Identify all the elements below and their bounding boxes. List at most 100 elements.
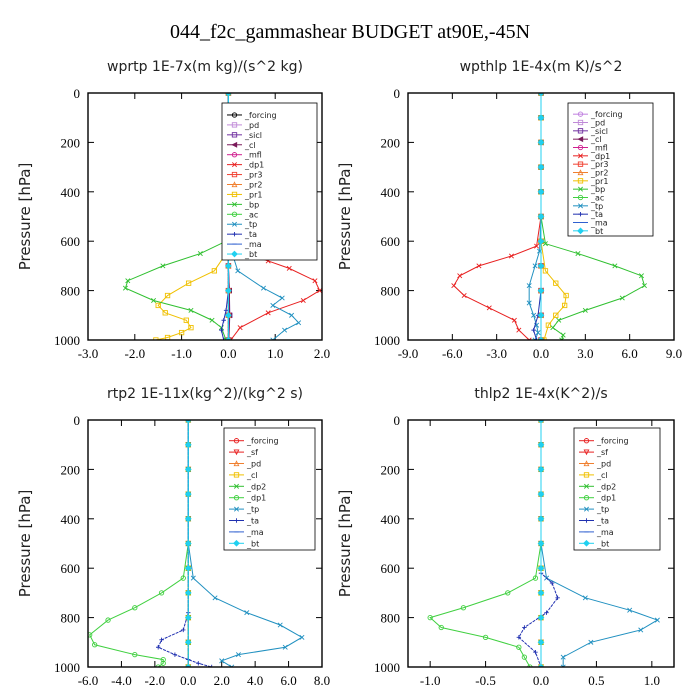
data-point [156, 645, 161, 650]
data-point [289, 312, 295, 318]
data-point [476, 263, 482, 269]
data-point [286, 265, 292, 271]
y-tick-label: 1000 [374, 660, 400, 675]
legend-marker [583, 438, 590, 444]
data-point [244, 610, 250, 616]
legend-label: _ta [590, 210, 603, 219]
x-tick-label: 6.0 [280, 673, 296, 688]
data-point [612, 263, 618, 269]
data-point [184, 638, 192, 646]
legend-label: _bp [590, 185, 605, 194]
data-point [638, 273, 645, 279]
series-line [429, 420, 542, 667]
data-point [505, 590, 511, 596]
y-tick-label: 600 [381, 561, 401, 576]
data-point [277, 622, 283, 628]
data-point [537, 540, 545, 547]
y-tick-label: 200 [381, 462, 401, 477]
data-point [282, 644, 288, 650]
legend-label: _ta [246, 517, 259, 526]
x-tick-label: 0.5 [588, 673, 604, 688]
legend-marker [577, 227, 584, 235]
data-point [125, 278, 131, 284]
x-tick-label: -6.0 [78, 673, 99, 688]
x-tick-label: -6.0 [442, 346, 463, 361]
legend-marker [583, 483, 590, 489]
data-point [122, 285, 128, 291]
legend-label: _pr1 [590, 177, 608, 186]
legend-marker [231, 181, 238, 188]
legend-marker [577, 178, 584, 184]
data-point [508, 253, 514, 259]
data-point [181, 627, 186, 633]
data-point [160, 263, 166, 269]
legend-label: _mfl [244, 151, 262, 160]
data-point [537, 515, 545, 523]
x-tick-label: 9.0 [666, 346, 682, 361]
x-tick-label: -4.0 [111, 673, 132, 688]
y-tick-label: 600 [61, 561, 81, 576]
legend-marker [233, 495, 240, 501]
legend-marker [577, 194, 584, 201]
series-line [453, 93, 542, 340]
data-point [526, 283, 532, 289]
x-tick-label: 4.0 [247, 673, 263, 688]
legend-label: _sicl [244, 131, 262, 140]
data-point [537, 287, 545, 294]
data-point [537, 663, 545, 667]
legend: _forcing_pd_sicl_cl_mfl_dp1_pr3_pr2_pr1_… [567, 102, 654, 237]
chart-panel: wprtp 1E-7x(m kg)/(s^2 kg) Pressure [hPa]… [16, 59, 330, 361]
data-point [638, 627, 644, 633]
data-point [560, 664, 566, 667]
data-point [265, 310, 271, 316]
legend-label: _tp [590, 202, 603, 211]
legend-label: _ma [244, 240, 262, 249]
legend-label: _pd [244, 121, 259, 130]
legend-marker [234, 518, 239, 523]
data-point [296, 320, 302, 326]
y-tick-label: 0 [394, 413, 401, 428]
legend-label: _pr2 [590, 169, 608, 178]
data-point [197, 251, 203, 257]
panel-title: thlp2 1E-4x(K^2)/s [474, 386, 607, 402]
legend-label: _sf [246, 448, 258, 457]
legend-marker [577, 169, 584, 176]
data-point [537, 114, 545, 122]
y-tick-label: 400 [61, 512, 81, 527]
data-point [162, 310, 168, 316]
y-tick-label: 400 [381, 185, 401, 200]
x-tick-label: -1.0 [171, 346, 192, 361]
y-tick-label: 200 [61, 135, 81, 150]
legend-label: _cl [596, 471, 608, 480]
legend-label: _cl [590, 135, 602, 144]
legend-label: _ta [244, 230, 257, 239]
legend-marker [231, 132, 238, 138]
legend-marker [577, 136, 584, 143]
legend-marker [577, 161, 584, 167]
data-point [219, 658, 225, 664]
data-point [160, 660, 166, 666]
data-point [537, 638, 545, 646]
legend-marker [577, 144, 584, 151]
x-tick-label: -9.0 [398, 346, 419, 361]
legend-label: _ma [246, 528, 264, 537]
data-point [526, 300, 532, 306]
legend-label: _dp1 [246, 494, 266, 503]
legend-marker [584, 518, 589, 523]
y-tick-label: 0 [74, 86, 81, 101]
legend-marker [233, 438, 240, 444]
legend-marker [577, 153, 584, 159]
y-tick-label: 400 [61, 185, 81, 200]
y-tick-label: 600 [61, 234, 81, 249]
legend-label: _bt [596, 539, 609, 548]
y-axis-label: Pressure [hPa] [336, 490, 354, 598]
data-point [155, 302, 161, 309]
x-tick-label: -3.0 [78, 346, 99, 361]
data-point [184, 466, 192, 473]
data-point [461, 293, 467, 299]
data-point [105, 617, 111, 623]
data-point [537, 420, 545, 424]
data-point [550, 325, 556, 331]
y-axis-label: Pressure [hPa] [336, 163, 354, 271]
chart-panel: rtp2 1E-11x(kg^2)/(kg^2 s) Pressure [hPa]… [16, 386, 330, 688]
